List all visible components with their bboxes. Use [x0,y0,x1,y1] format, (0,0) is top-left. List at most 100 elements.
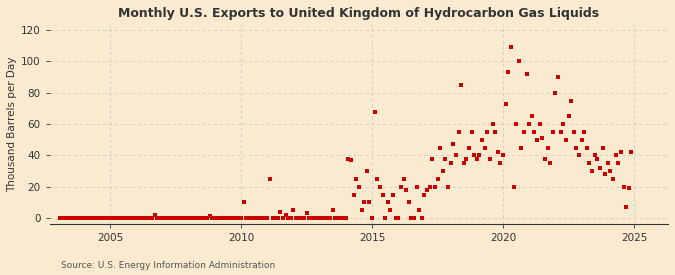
Point [354,185,364,189]
Point [160,216,171,220]
Point [351,177,362,181]
Point [532,138,543,142]
Point [435,145,446,150]
Point [587,169,597,173]
Point [592,156,603,161]
Point [626,150,637,155]
Point [225,216,236,220]
Point [309,216,320,220]
Point [254,216,265,220]
Point [485,156,495,161]
Point [312,216,323,220]
Point [416,216,427,220]
Point [618,185,629,189]
Point [338,216,349,220]
Point [408,216,419,220]
Point [230,216,241,220]
Point [149,213,160,217]
Point [333,216,344,220]
Point [503,70,514,75]
Point [327,208,338,212]
Point [556,130,566,134]
Point [404,200,414,205]
Point [514,59,524,64]
Point [458,161,469,166]
Point [440,156,451,161]
Point [81,216,92,220]
Point [144,216,155,220]
Point [291,216,302,220]
Point [99,216,110,220]
Point [194,216,205,220]
Point [256,216,267,220]
Point [411,185,422,189]
Point [92,216,103,220]
Point [380,216,391,220]
Point [152,216,163,220]
Y-axis label: Thousand Barrels per Day: Thousand Barrels per Day [7,56,17,192]
Point [432,177,443,181]
Point [479,145,490,150]
Point [238,200,249,205]
Point [425,185,435,189]
Point [471,156,482,161]
Point [325,216,335,220]
Point [304,216,315,220]
Point [265,177,275,181]
Point [167,216,178,220]
Point [518,130,529,134]
Point [217,216,228,220]
Point [205,214,215,219]
Point [317,216,327,220]
Point [286,216,296,220]
Point [202,216,213,220]
Point [157,216,168,220]
Point [600,172,611,176]
Point [377,192,388,197]
Point [396,185,406,189]
Point [558,122,568,126]
Point [244,216,254,220]
Point [335,216,346,220]
Point [141,216,152,220]
Point [223,216,234,220]
Point [131,216,142,220]
Point [605,169,616,173]
Point [107,216,118,220]
Point [241,216,252,220]
Point [393,216,404,220]
Point [199,216,210,220]
Point [220,216,231,220]
Point [542,145,553,150]
Point [398,177,409,181]
Point [613,161,624,166]
Point [419,192,430,197]
Point [343,156,354,161]
Point [270,216,281,220]
Point [450,153,461,158]
Point [375,185,385,189]
Point [568,130,579,134]
Point [196,216,207,220]
Point [126,216,136,220]
Point [535,122,545,126]
Point [595,166,605,170]
Point [55,216,65,220]
Point [422,188,433,192]
Point [597,145,608,150]
Point [89,216,100,220]
Point [170,216,181,220]
Point [113,216,124,220]
Point [65,216,76,220]
Point [448,142,459,147]
Point [249,216,260,220]
Point [97,216,108,220]
Point [482,130,493,134]
Point [330,216,341,220]
Point [437,169,448,173]
Point [461,156,472,161]
Point [186,216,196,220]
Point [500,101,511,106]
Point [581,145,592,150]
Point [139,216,150,220]
